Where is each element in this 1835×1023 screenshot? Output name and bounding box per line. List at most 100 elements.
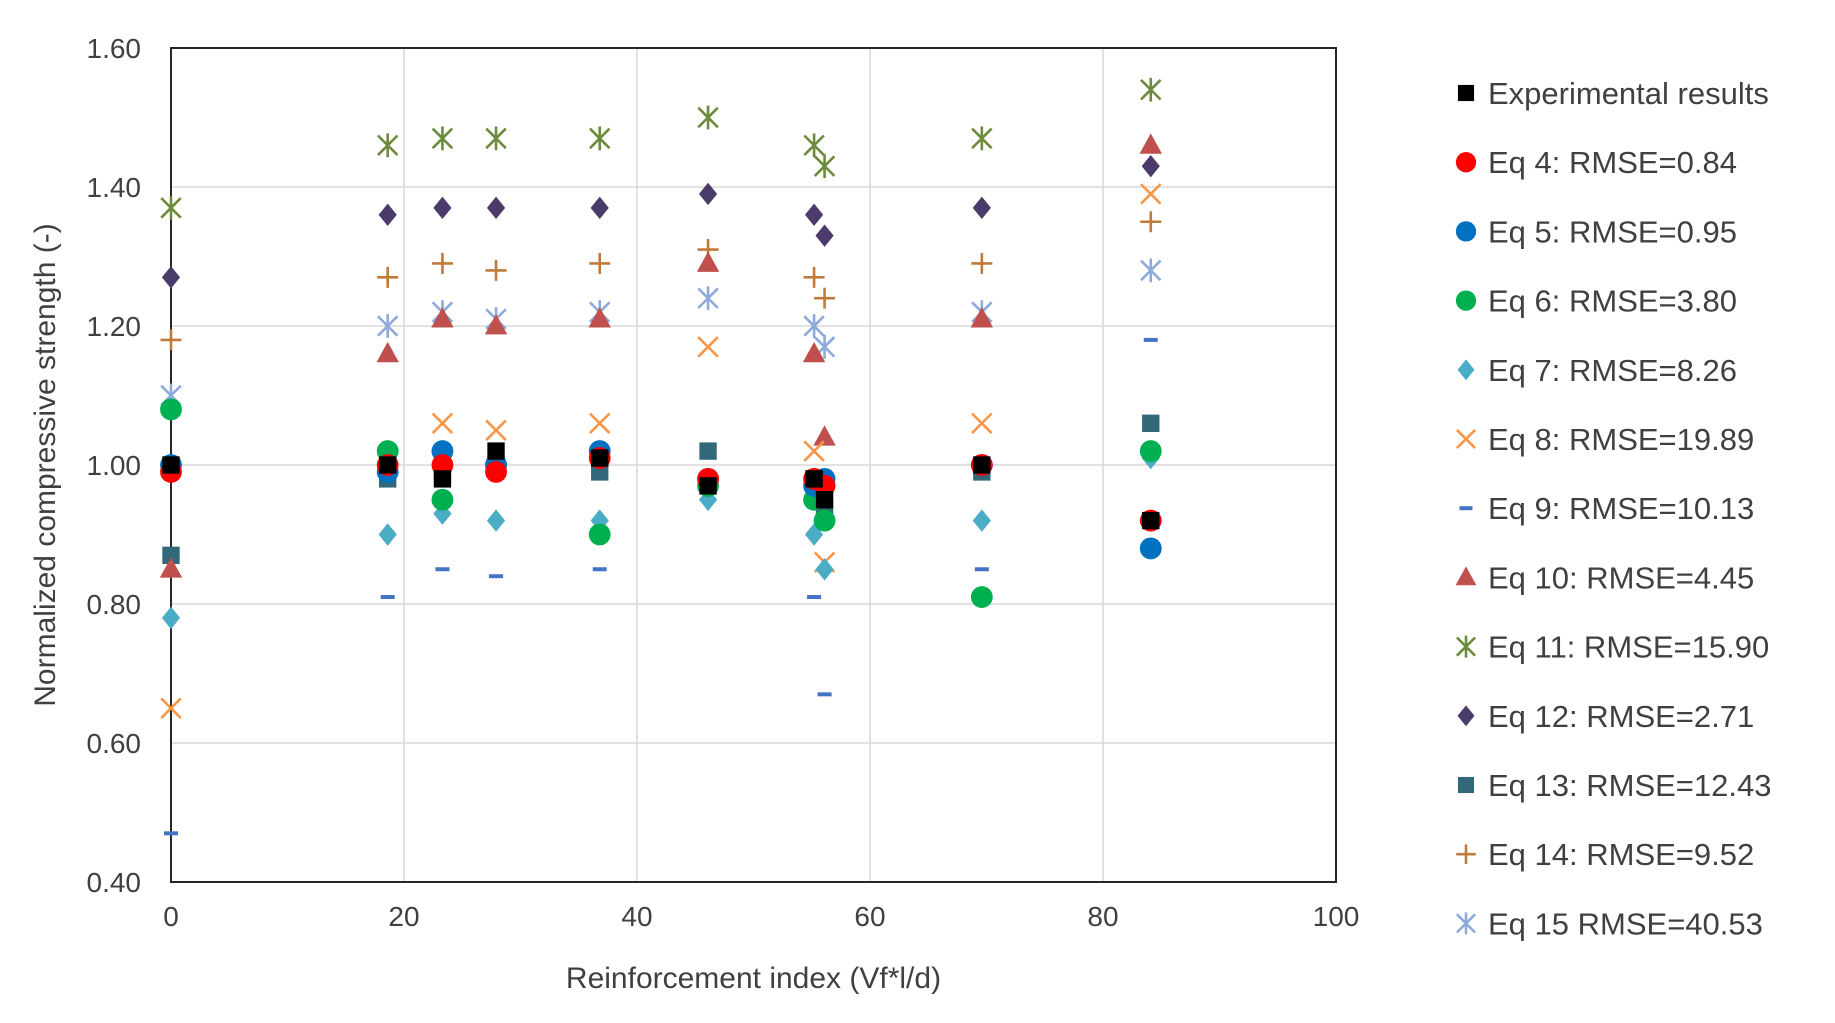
data-point (162, 456, 180, 474)
marker-shape (815, 558, 834, 581)
legend-marker (1455, 428, 1477, 450)
data-point (485, 461, 507, 483)
data-point (378, 523, 397, 546)
data-point (590, 196, 609, 220)
legend-marker (1457, 84, 1475, 102)
marker-shape (159, 557, 183, 578)
marker-shape (699, 442, 717, 460)
data-point (803, 266, 825, 288)
marker-shape (378, 523, 397, 546)
legend-label: Eq 14: RMSE=9.52 (1488, 837, 1754, 872)
legend-marker (1456, 844, 1476, 864)
marker-shape (590, 509, 609, 532)
marker-shape (815, 224, 834, 247)
data-point (813, 154, 836, 179)
data-point (159, 557, 183, 578)
marker-stroke (1455, 428, 1477, 450)
data-point (971, 412, 993, 435)
marker-shape (1455, 221, 1477, 242)
marker-shape (1139, 537, 1162, 560)
marker-shape (813, 425, 836, 446)
marker-shape (1457, 776, 1475, 794)
x-tick-label: 100 (1313, 901, 1360, 932)
marker-shape (805, 470, 823, 488)
marker-shape (161, 606, 181, 630)
data-point (378, 203, 397, 226)
y-tick-label: 0.80 (87, 589, 142, 620)
y-tick-label: 1.60 (87, 33, 142, 64)
y-tick-labels: 0.40 0.60 0.80 1.00 1.20 1.40 1.60 (87, 33, 142, 898)
marker-shape (1139, 440, 1162, 463)
marker-shape (973, 456, 991, 474)
y-axis-title: Normalized compressive strength (-) (29, 223, 62, 706)
data-point (485, 419, 507, 441)
marker-stroke (160, 697, 182, 719)
marker-shape (485, 461, 507, 483)
marker-shape (1457, 84, 1475, 102)
data-point (697, 105, 719, 130)
data-point (696, 251, 720, 272)
data-point (160, 195, 182, 220)
x-axis-title: Reinforcement index (Vf*l/d) (566, 962, 941, 995)
data-point (970, 586, 993, 608)
gridlines (171, 48, 1336, 882)
marker-shape (699, 477, 717, 495)
marker-shape (591, 449, 609, 467)
data-point (699, 477, 717, 495)
data-point (431, 126, 454, 151)
marker-shape (588, 307, 611, 328)
data-point (591, 449, 609, 467)
legend-label: Eq 6: RMSE=3.80 (1488, 284, 1737, 319)
marker-shape (487, 442, 505, 460)
data-point (1140, 258, 1162, 283)
legend-label: Eq 11: RMSE=15.90 (1488, 630, 1769, 665)
data-point (803, 133, 825, 158)
data-point (160, 697, 182, 719)
legend-marker (1455, 221, 1477, 242)
x-tick-labels: 0 20 40 60 80 100 (163, 901, 1359, 932)
legend-label: Eq 8: RMSE=19.89 (1488, 422, 1754, 457)
marker-shape (802, 341, 826, 363)
data-point (431, 412, 454, 435)
data-point (433, 502, 452, 525)
data-point (697, 286, 719, 311)
marker-shape (486, 509, 506, 532)
marker-shape (804, 203, 824, 226)
data-point (487, 442, 505, 460)
marker-shape (431, 488, 454, 511)
marker-shape (1455, 566, 1477, 586)
marker-shape (1142, 511, 1160, 530)
marker-shape (696, 251, 720, 272)
data-point (484, 314, 508, 335)
data-point (486, 196, 506, 220)
legend-marker (1457, 359, 1475, 381)
data-point (590, 509, 609, 532)
marker-shape (970, 586, 993, 608)
data-point (588, 307, 611, 328)
marker-stroke (1140, 183, 1162, 205)
legend-label: Experimental results (1488, 76, 1769, 111)
data-point (486, 509, 506, 532)
y-tick-label: 0.60 (87, 728, 142, 759)
data-point (698, 182, 718, 206)
data-point (804, 203, 824, 226)
y-tick-label: 0.40 (87, 867, 142, 898)
data-point (1140, 77, 1162, 102)
legend-label: Eq 10: RMSE=4.45 (1488, 560, 1754, 595)
data-point (160, 329, 182, 351)
data-point (972, 196, 991, 220)
marker-shape (161, 266, 181, 289)
marker-shape (160, 398, 182, 421)
marker-shape (1139, 133, 1162, 154)
data-point (972, 509, 991, 532)
x-tick-label: 60 (854, 901, 885, 932)
marker-shape (1142, 414, 1160, 432)
x-tick-label: 20 (388, 901, 419, 932)
data-point (433, 196, 452, 220)
data-point (589, 412, 611, 435)
x-tick-label: 0 (163, 901, 179, 932)
data-point (376, 341, 399, 363)
data-point (813, 509, 836, 532)
marker-shape (379, 456, 397, 474)
data-point (970, 307, 994, 328)
